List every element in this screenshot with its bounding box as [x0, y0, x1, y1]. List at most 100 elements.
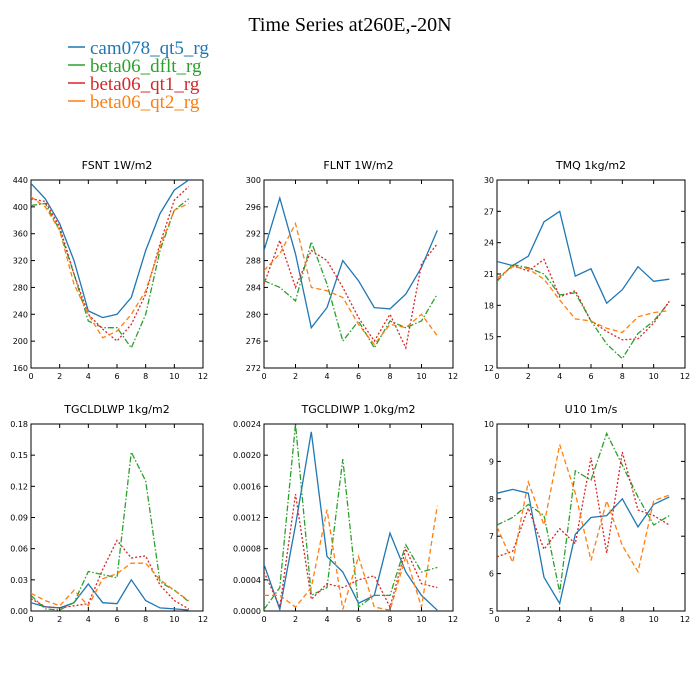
panel-title: TGCLDLWP 1kg/m2 — [63, 403, 169, 416]
y-tick-label: 12 — [484, 364, 494, 373]
chart-panel: TGCLDLWP 1kg/m2 0.00 0.03 0.06 0.09 0.12 0.15 0… — [10, 403, 208, 624]
plot-frame — [496, 179, 686, 369]
x-tick-label: 12 — [448, 615, 458, 624]
y-tick-label: 284 — [246, 283, 261, 292]
series-line-cam078_qt5_rg — [31, 180, 190, 319]
series-line-beta06_qt1_rg — [264, 494, 438, 610]
figure-title: Time Series at260E,-20N — [248, 14, 451, 36]
chart-panel: FLNT 1W/m2 272 276 280 284 288 292 296 300 0 2 4 6 8 1… — [246, 159, 458, 381]
y-tick-label: 276 — [246, 337, 261, 346]
series-line-beta06_qt2_rg — [264, 221, 438, 346]
x-tick-label: 0 — [494, 372, 499, 381]
x-tick-label: 4 — [557, 615, 562, 624]
x-tick-label: 2 — [526, 372, 531, 381]
panel-title: TMQ 1kg/m2 — [555, 159, 626, 172]
series-line-cam078_qt5_rg — [264, 195, 438, 330]
x-tick-label: 6 — [114, 615, 119, 624]
chart-panel: FSNT 1W/m2 160 200 240 280 320 360 400 440 0 2 4 6 8 1… — [13, 159, 208, 381]
series-line-beta06_qt2_rg — [31, 196, 189, 339]
series-line-beta06_qt1_rg — [31, 186, 190, 343]
x-tick-label: 10 — [416, 372, 426, 381]
x-tick-label: 8 — [143, 615, 148, 624]
series-line-beta06_qt2_rg — [264, 505, 438, 611]
y-tick-label: 200 — [13, 337, 28, 346]
x-tick-label: 6 — [588, 615, 593, 624]
y-tick-label: 8 — [489, 495, 494, 504]
x-tick-label: 0 — [261, 615, 266, 624]
panel-title: U10 1m/s — [565, 403, 618, 416]
x-tick-label: 6 — [114, 372, 119, 381]
series-line-beta06_qt2_rg — [31, 562, 190, 607]
y-tick-label: 240 — [13, 310, 28, 319]
y-tick-label: 18 — [484, 301, 494, 310]
x-tick-label: 12 — [680, 615, 690, 624]
x-tick-label: 12 — [198, 372, 208, 381]
panel-title: FLNT 1W/m2 — [323, 159, 393, 172]
x-tick-label: 0 — [28, 615, 33, 624]
x-tick-label: 8 — [387, 372, 392, 381]
series-line-cam078_qt5_rg — [497, 210, 670, 305]
y-tick-label: 360 — [13, 230, 28, 239]
x-tick-label: 12 — [680, 372, 690, 381]
x-tick-label: 10 — [649, 372, 659, 381]
x-tick-label: 10 — [169, 372, 179, 381]
x-tick-label: 2 — [293, 372, 298, 381]
x-tick-label: 2 — [293, 615, 298, 624]
x-tick-label: 8 — [143, 372, 148, 381]
legend-item: beta06_qt2_rg — [68, 92, 200, 113]
series-line-beta06_qt1_rg — [497, 258, 670, 341]
x-tick-label: 6 — [356, 615, 361, 624]
x-tick-label: 8 — [387, 615, 392, 624]
legend: cam078_qt5_rgbeta06_dflt_rgbeta06_qt1_rg… — [68, 38, 209, 113]
y-tick-label: 0.0016 — [233, 482, 261, 491]
x-tick-label: 4 — [86, 615, 91, 624]
y-tick-label: 0.00 — [10, 607, 28, 616]
legend-label: cam078_qt5_rg — [90, 38, 209, 59]
y-tick-label: 288 — [246, 257, 261, 266]
series-line-beta06_dflt_rg — [264, 424, 438, 610]
series-line-beta06_qt2_rg — [497, 444, 670, 574]
series-line-beta06_dflt_rg — [497, 263, 670, 360]
x-tick-label: 4 — [557, 372, 562, 381]
series-line-cam078_qt5_rg — [264, 431, 438, 611]
y-tick-label: 0.0012 — [233, 514, 261, 523]
series-line-beta06_qt2_rg — [497, 266, 670, 334]
legend-item: beta06_dflt_rg — [68, 56, 202, 77]
y-tick-label: 0.06 — [10, 545, 28, 554]
y-tick-label: 0.12 — [10, 482, 28, 491]
x-tick-label: 2 — [57, 615, 62, 624]
y-tick-label: 0.18 — [10, 420, 28, 429]
x-tick-label: 12 — [448, 372, 458, 381]
y-tick-label: 0.0004 — [233, 576, 261, 585]
series-line-beta06_qt1_rg — [31, 539, 190, 610]
y-tick-label: 272 — [246, 364, 261, 373]
y-tick-label: 300 — [246, 176, 261, 185]
y-tick-label: 5 — [489, 607, 494, 616]
y-tick-label: 160 — [13, 364, 28, 373]
x-tick-label: 4 — [324, 615, 329, 624]
plot-frame — [263, 179, 454, 369]
x-tick-label: 6 — [588, 372, 593, 381]
y-tick-label: 0.0024 — [233, 420, 261, 429]
x-tick-label: 2 — [526, 615, 531, 624]
x-tick-label: 2 — [57, 372, 62, 381]
series-line-beta06_dflt_rg — [497, 431, 670, 593]
legend-label: beta06_dflt_rg — [90, 56, 202, 77]
x-tick-label: 0 — [28, 372, 33, 381]
y-tick-label: 320 — [13, 257, 28, 266]
x-tick-label: 12 — [198, 615, 208, 624]
y-tick-label: 280 — [13, 283, 28, 292]
x-tick-label: 10 — [169, 615, 179, 624]
legend-label: beta06_qt1_rg — [90, 74, 200, 95]
series-line-beta06_qt1_rg — [497, 451, 670, 558]
y-tick-label: 0.0000 — [233, 607, 261, 616]
legend-label: beta06_qt2_rg — [90, 92, 200, 113]
legend-item: cam078_qt5_rg — [68, 38, 209, 59]
x-tick-label: 6 — [356, 372, 361, 381]
plot-frame — [30, 423, 204, 612]
x-tick-label: 0 — [494, 615, 499, 624]
legend-item: beta06_qt1_rg — [68, 74, 200, 95]
